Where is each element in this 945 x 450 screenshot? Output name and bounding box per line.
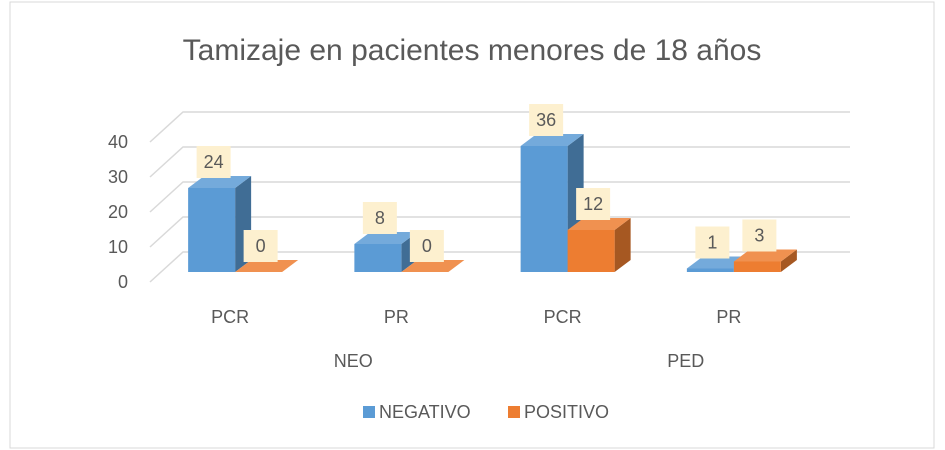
bar [520,134,584,272]
chart-title: Tamizaje en pacientes menores de 18 años [183,34,762,67]
y-tick-label: 30 [108,167,128,187]
grid-line [149,216,850,248]
bar-top [401,260,465,272]
x-tick-label: PCR [544,307,582,327]
x-tick-label: PR [384,307,409,327]
y-tick-label: 0 [118,272,128,292]
chart-frame [9,1,935,449]
bar-top [354,232,418,244]
bar-top [733,249,797,262]
x-tick-label: PCR [211,307,249,327]
y-tick-label: 20 [108,202,128,222]
data-label-box [695,226,730,259]
bar-front [520,146,568,272]
data-label: 0 [422,236,432,256]
data-label: 3 [754,225,764,245]
legend-label: NEGATIVO [379,402,471,422]
grid-line [149,111,850,143]
bar [235,260,299,272]
group-label: NEO [334,351,373,371]
data-label: 24 [204,152,224,172]
data-label-box [362,202,397,234]
grid-line [149,146,850,178]
grid-line [149,181,850,213]
bar-top [188,176,252,188]
bar [401,260,465,272]
data-label-box [243,230,278,262]
bar-top [520,134,584,146]
data-label: 12 [583,194,603,214]
legend-swatch [508,406,520,418]
data-label-box [529,104,564,136]
bar-side [614,218,631,272]
bar [733,249,797,272]
bar-front [733,261,781,272]
bar-front [188,188,236,272]
bar-top [235,260,299,272]
data-label: 8 [375,208,385,228]
bar-front [686,268,734,272]
group-label: PED [667,351,704,371]
y-tick-label: 40 [108,132,128,152]
legend-label: POSITIVO [524,402,609,422]
bar [567,218,631,272]
data-label: 1 [707,232,717,252]
y-tick-label: 10 [108,237,128,257]
data-label: 36 [536,110,556,130]
data-label-box [742,219,777,252]
bar-front [354,244,402,272]
bar-side [780,249,797,272]
x-tick-label: PR [716,307,741,327]
bar [354,232,418,272]
data-label-box [409,230,444,262]
data-label-box [196,146,231,178]
data-label-box [576,188,611,220]
data-label: 0 [256,236,266,256]
bar-top [567,218,631,230]
bar-front [567,230,615,272]
bar [188,176,252,272]
legend-swatch [363,406,375,418]
